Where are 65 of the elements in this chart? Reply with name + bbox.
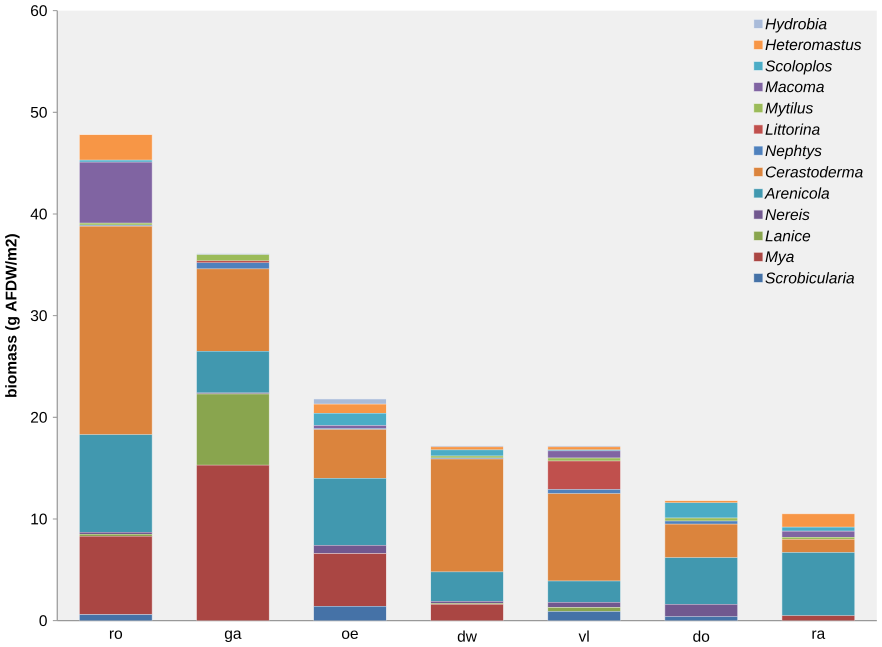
bar (196, 262, 270, 270)
bar (313, 478, 387, 546)
legend-label: Mytilus (766, 102, 813, 117)
bar (548, 611, 620, 621)
bar (664, 557, 738, 605)
bar (548, 580, 621, 603)
x-tick-label: ro (110, 630, 122, 639)
bar (196, 350, 270, 394)
bar (196, 268, 270, 352)
bar (430, 572, 504, 602)
bar (79, 536, 152, 615)
bar (313, 553, 387, 607)
legend-label: Nereis (766, 208, 810, 220)
x-tick-label: do (693, 630, 710, 642)
bar (548, 460, 621, 490)
x-tick-label: ga (224, 630, 242, 642)
bar (196, 394, 270, 466)
bar (782, 538, 855, 553)
legend-label: Littorina (766, 123, 820, 135)
legend-label: Nephtys (766, 144, 822, 160)
x-tick-label: vl (578, 630, 589, 642)
bar (313, 412, 387, 426)
bar (313, 545, 387, 554)
legend-label: Cerastoderma (766, 166, 863, 178)
y-tick-label: 40 (30, 208, 47, 220)
bar (664, 502, 738, 518)
y-tick-label: 10 (31, 513, 47, 524)
x-tick-label: ra (812, 630, 826, 639)
y-tick-label: 0 (39, 615, 47, 626)
legend-label: Macoma (766, 81, 824, 92)
legend-label: Mya (766, 251, 794, 266)
bar (313, 606, 387, 621)
bar (196, 254, 270, 261)
bar (313, 429, 387, 479)
y-tick-label: 30 (30, 310, 47, 322)
bar (782, 530, 855, 538)
legend-label: Lanice (766, 230, 810, 242)
bar (79, 134, 152, 160)
legend-label: Hydrobia (766, 18, 827, 32)
y-axis-title: biomass (g AFDW/m2) (5, 234, 20, 397)
legend-label: Heteromastus (766, 39, 862, 50)
bar (196, 464, 270, 621)
legend-label: Scrobicularia (765, 272, 854, 284)
bar (313, 398, 387, 404)
bar (79, 434, 152, 532)
bar (548, 493, 621, 582)
bar (548, 489, 621, 494)
y-tick-label: 60 (31, 5, 47, 16)
x-tick-label: dw (458, 630, 477, 642)
bar (79, 162, 152, 224)
bar (782, 552, 855, 616)
bar (79, 226, 152, 435)
bar (782, 514, 855, 528)
legend-label: Scoloplos (765, 60, 832, 74)
bar (664, 604, 738, 617)
legend-label: Arenicola (764, 187, 830, 199)
bar (664, 524, 738, 558)
x-tick-label: oe (342, 630, 358, 639)
y-tick-label: 20 (31, 412, 47, 423)
y-tick-label: 50 (30, 106, 47, 118)
bar (430, 458, 504, 572)
bar (430, 450, 504, 456)
bar (548, 450, 621, 458)
bar (313, 404, 387, 414)
bar (430, 604, 504, 621)
